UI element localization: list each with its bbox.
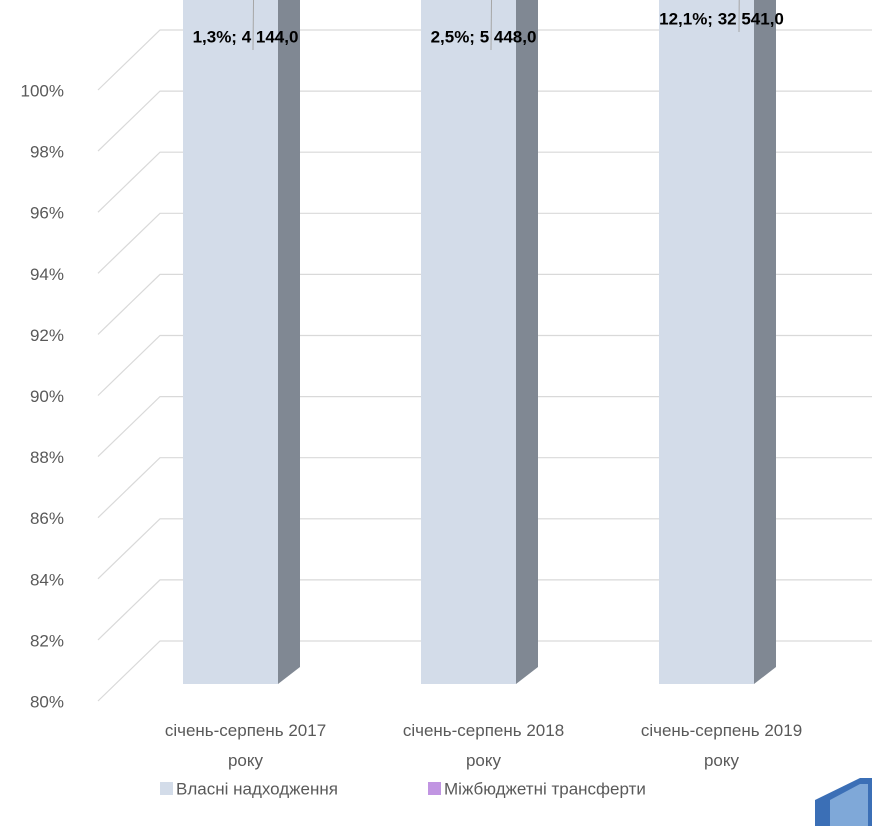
y-tick-label: 88%: [30, 448, 64, 467]
grid-line: [97, 396, 872, 458]
y-tick-label: 80%: [30, 692, 64, 711]
y-tick-label: 90%: [30, 387, 64, 406]
grid-line: [97, 457, 872, 519]
grid-line: [97, 334, 872, 396]
y-tick-label: 84%: [30, 570, 64, 589]
bar: [421, 0, 516, 684]
legend-label: Власні надходження: [176, 779, 338, 798]
grid-line: [97, 151, 872, 213]
bar: [659, 0, 754, 684]
bar-side: [754, 0, 776, 684]
grid-line: [97, 579, 872, 641]
grid-line: [97, 640, 872, 702]
grid-line: [97, 273, 872, 335]
y-tick-label: 100%: [21, 81, 64, 100]
y-tick-label: 98%: [30, 143, 64, 162]
y-tick-label: 92%: [30, 326, 64, 345]
grid-line: [97, 518, 872, 580]
grid-line: [97, 90, 872, 152]
data-label: 2,5%; 5 448,0: [431, 27, 537, 46]
data-label: 12,1%; 32 541,0: [659, 9, 784, 28]
grid-line: [97, 212, 872, 274]
x-tick-label: січень-серпень 2017 року: [164, 721, 327, 770]
legend-swatch: [160, 782, 173, 795]
legend-swatch: [428, 782, 441, 795]
bar: [183, 0, 278, 684]
x-tick-label: січень-серпень 2019 року: [640, 721, 803, 770]
y-tick-label: 82%: [30, 631, 64, 650]
bar-side: [516, 0, 538, 684]
y-tick-label: 96%: [30, 204, 64, 223]
legend-label: Міжбюджетні трансферти: [444, 779, 646, 798]
bar-side: [278, 0, 300, 684]
x-tick-label: січень-серпень 2018 року: [402, 721, 565, 770]
data-label: 1,3%; 4 144,0: [193, 27, 299, 46]
y-tick-label: 86%: [30, 509, 64, 528]
grid-line: [97, 29, 872, 91]
y-tick-label: 94%: [30, 265, 64, 284]
logo-highlight: [830, 784, 868, 826]
